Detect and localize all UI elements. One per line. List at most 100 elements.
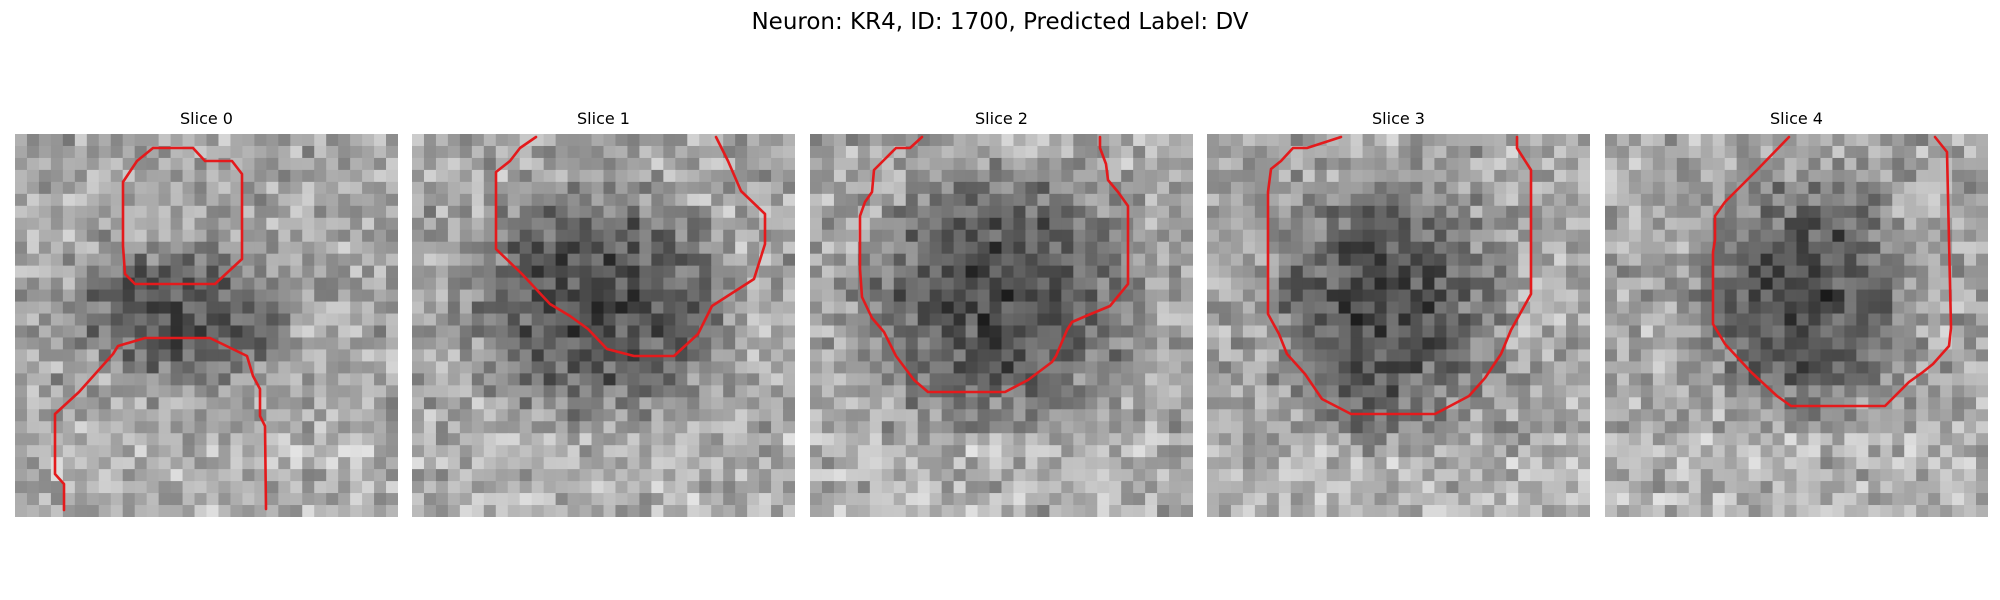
slice-pixel: [1952, 421, 1965, 434]
slice-pixel: [1844, 205, 1857, 219]
slice-pixel: [1688, 421, 1702, 434]
slice-pixel: [1506, 397, 1519, 410]
slice-pixel: [1326, 301, 1340, 315]
slice-pixel: [1410, 157, 1424, 171]
slice-pixel: [1133, 433, 1146, 446]
slice-pixel: [1133, 445, 1146, 458]
slice-pixel: [905, 457, 919, 470]
slice-pixel: [50, 145, 64, 159]
slice-pixel: [531, 134, 545, 147]
slice-pixel: [1001, 361, 1015, 374]
slice-pixel: [206, 229, 220, 243]
slice-pixel: [1772, 229, 1786, 243]
slice-pixel: [1001, 445, 1015, 458]
slice-pixel: [74, 229, 88, 243]
slice-pixel: [182, 433, 196, 446]
slice-pixel: [687, 493, 700, 506]
slice-pixel: [1506, 229, 1519, 243]
slice-pixel: [1422, 373, 1436, 386]
slice-pixel: [591, 505, 605, 517]
slice-pixel: [38, 373, 52, 386]
slice-pixel: [1736, 325, 1750, 339]
slice-pixel: [254, 301, 267, 315]
slice-pixel: [917, 145, 931, 159]
slice-pixel: [1820, 445, 1834, 458]
slice-pixel: [1578, 505, 1590, 517]
slice-pixel: [1133, 181, 1146, 195]
slice-pixel: [1001, 493, 1015, 506]
slice-pixel: [687, 469, 700, 482]
slice-pixel: [1061, 241, 1074, 255]
slice-pixel: [615, 277, 629, 291]
slice-pixel: [1616, 361, 1630, 374]
slice-pixel: [1121, 373, 1134, 386]
slice-pixel: [1398, 505, 1412, 517]
slice-pixel: [723, 469, 736, 482]
slice-pixel: [555, 193, 569, 207]
slice-pixel: [1530, 289, 1543, 303]
slice-pixel: [86, 433, 100, 446]
slice-pixel: [1362, 313, 1376, 327]
slice-pixel: [182, 205, 196, 219]
slice-pixel: [1605, 301, 1618, 315]
slice-pixel: [1904, 205, 1917, 219]
slice-pixel: [338, 265, 351, 279]
slice-pixel: [747, 145, 760, 159]
slice-pixel: [1964, 217, 1977, 231]
slice-pixel: [278, 493, 291, 506]
slice-pixel: [917, 361, 931, 374]
slice-pixel: [1652, 229, 1666, 243]
slice-pixel: [579, 265, 593, 279]
slice-pixel: [146, 469, 160, 482]
slice-pixel: [687, 181, 700, 195]
slice-pixel: [1157, 385, 1170, 398]
slice-pixel: [1013, 385, 1027, 398]
slice-pixel: [206, 349, 220, 363]
slice-pixel: [254, 181, 267, 195]
slice-pixel: [905, 181, 919, 195]
slice-pixel: [86, 134, 100, 147]
slice-pixel: [1338, 361, 1352, 374]
slice-pixel: [543, 361, 557, 374]
slice-pixel: [350, 481, 363, 494]
slice-pixel: [386, 469, 398, 482]
slice-pixel: [423, 385, 437, 398]
slice-pixel: [1169, 481, 1182, 494]
slice-pixel: [1218, 433, 1232, 446]
slice-pixel: [531, 421, 545, 434]
slice-pixel: [1964, 337, 1977, 351]
slice-pixel: [38, 361, 52, 374]
slice-pixel: [1133, 409, 1146, 422]
slice-pixel: [435, 229, 449, 243]
slice-pixel: [1748, 134, 1762, 147]
slice-pixel: [362, 337, 375, 351]
slice-pixel: [1494, 481, 1507, 494]
slice-pixel: [15, 373, 28, 386]
slice-pixel: [338, 361, 351, 374]
slice-pixel: [1338, 169, 1352, 183]
slice-pixel: [423, 205, 437, 219]
slice-pixel: [651, 229, 664, 243]
slice-pixel: [1013, 205, 1027, 219]
slice-pixel: [531, 457, 545, 470]
slice-pixel: [1482, 265, 1495, 279]
slice-pixel: [1458, 193, 1471, 207]
slice-pixel: [1181, 134, 1193, 147]
slice-pixel: [1676, 373, 1690, 386]
slice-pixel: [362, 181, 375, 195]
slice-pixel: [1712, 421, 1726, 434]
slice-image-1: [412, 134, 795, 517]
slice-pixel: [675, 445, 688, 458]
slice-pixel: [1820, 409, 1834, 422]
slice-pixel: [977, 349, 991, 363]
slice-pixel: [821, 385, 835, 398]
slice-pixel: [206, 193, 220, 207]
slice-pixel: [1700, 134, 1714, 147]
slice-pixel: [1109, 253, 1122, 267]
slice-pixel: [314, 433, 327, 446]
slice-pixel: [1037, 145, 1050, 159]
slice-pixel: [302, 361, 315, 374]
slice-pixel: [1207, 397, 1220, 410]
slice-pixel: [1121, 134, 1134, 147]
slice-pixel: [447, 241, 461, 255]
